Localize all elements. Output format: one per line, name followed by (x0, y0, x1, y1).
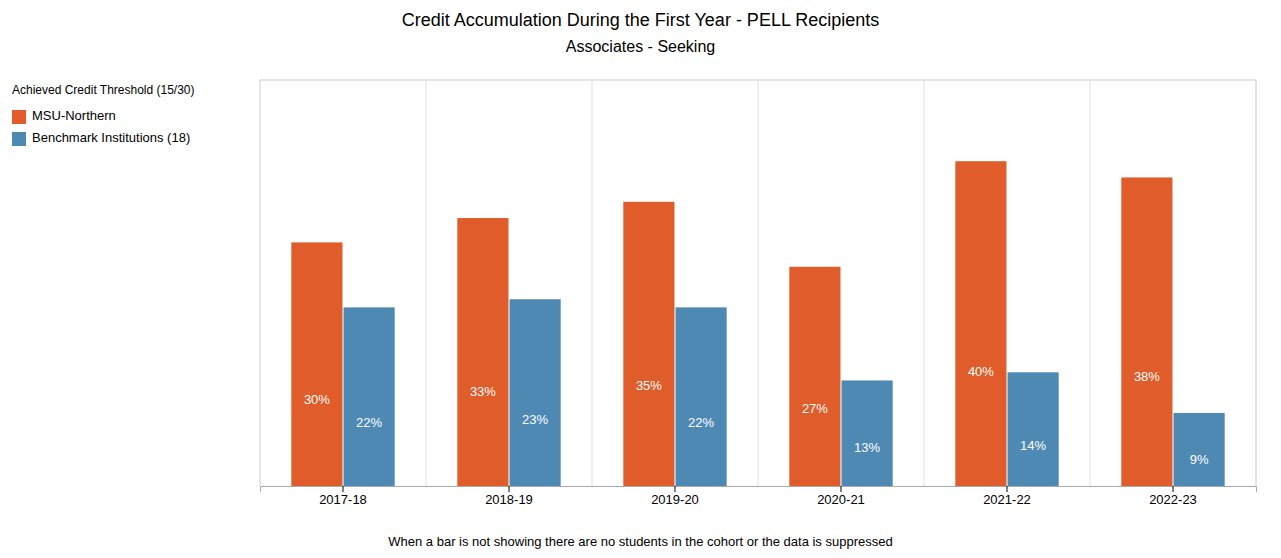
bar (1121, 177, 1172, 486)
group-separator (592, 80, 593, 486)
data-label: 38% (1134, 369, 1160, 384)
x-tick: 2019-20 (651, 486, 699, 507)
x-tick-mark (1007, 486, 1008, 492)
data-label: 9% (1190, 452, 1209, 467)
subtitle: Associates - Seeking (566, 38, 715, 55)
group-separator (924, 80, 925, 486)
data-label: 23% (522, 412, 548, 427)
plot: 30% 33% 35% 27% 40% 38% 22% 23% 22% 13% 14% 9% 2017-… (260, 80, 1257, 507)
x-tick-label: 2018-19 (485, 492, 533, 507)
frame-left (260, 80, 261, 486)
bar (842, 380, 893, 486)
legend-swatch (12, 110, 26, 124)
legend: Achieved Credit Threshold (15/30) MSU-Nor… (12, 83, 195, 146)
data-label: 35% (636, 378, 662, 393)
x-tick-mark (509, 486, 510, 492)
bar (955, 161, 1006, 486)
data-label: 27% (802, 401, 828, 416)
x-tick-mark (1173, 486, 1174, 492)
bars (291, 161, 1224, 486)
bar (789, 267, 840, 486)
bar (510, 299, 561, 486)
x-tick: 2021-22 (983, 486, 1031, 507)
x-axis-line (261, 487, 1257, 493)
group-separator (758, 80, 759, 486)
x-tick-mark (343, 486, 344, 492)
group-separator (1090, 80, 1091, 486)
data-label: 13% (854, 440, 880, 455)
legend-item: Benchmark Institutions (18) (12, 130, 190, 146)
x-tick-mark (841, 486, 842, 492)
bar (1174, 413, 1225, 486)
data-label: 30% (304, 392, 330, 407)
title: Credit Accumulation During the First Yea… (402, 10, 880, 30)
group-separator (426, 80, 427, 486)
x-tick-label: 2022-23 (1149, 492, 1197, 507)
bar (1008, 372, 1059, 486)
data-labels: 30% 33% 35% 27% 40% 38% 22% 23% 22% 13% 14% 9% (304, 364, 1209, 467)
x-tick: 2020-21 (817, 486, 865, 507)
frame (260, 80, 1256, 486)
x-tick-label: 2017-18 (319, 492, 367, 507)
data-label: 14% (1020, 438, 1046, 453)
x-tick-label: 2020-21 (817, 492, 865, 507)
footnote: When a bar is not showing there are no s… (388, 534, 892, 549)
legend-title: Achieved Credit Threshold (15/30) (12, 83, 195, 97)
bar (457, 218, 508, 486)
chart: Credit Accumulation During the First Yea… (0, 0, 1281, 558)
frame-right (1256, 80, 1257, 486)
bar (623, 202, 674, 486)
data-label: 40% (968, 364, 994, 379)
x-tick: 2018-19 (485, 486, 533, 507)
x-axis: 2017-18 2018-19 2019-20 2020-21 2021-22 2022-… (261, 486, 1257, 507)
x-tick: 2022-23 (1149, 486, 1197, 507)
legend-label: MSU-Northern (32, 108, 116, 123)
bar (291, 242, 342, 486)
data-label: 33% (470, 384, 496, 399)
data-label: 22% (688, 415, 714, 430)
x-tick: 2017-18 (319, 486, 367, 507)
x-tick-label: 2019-20 (651, 492, 699, 507)
bar (676, 307, 727, 486)
legend-swatch (12, 132, 26, 146)
data-label: 22% (356, 415, 382, 430)
x-tick-label: 2021-22 (983, 492, 1031, 507)
legend-item: MSU-Northern (12, 108, 116, 124)
legend-label: Benchmark Institutions (18) (32, 130, 190, 145)
x-tick-mark (675, 486, 676, 492)
bar (344, 307, 395, 486)
